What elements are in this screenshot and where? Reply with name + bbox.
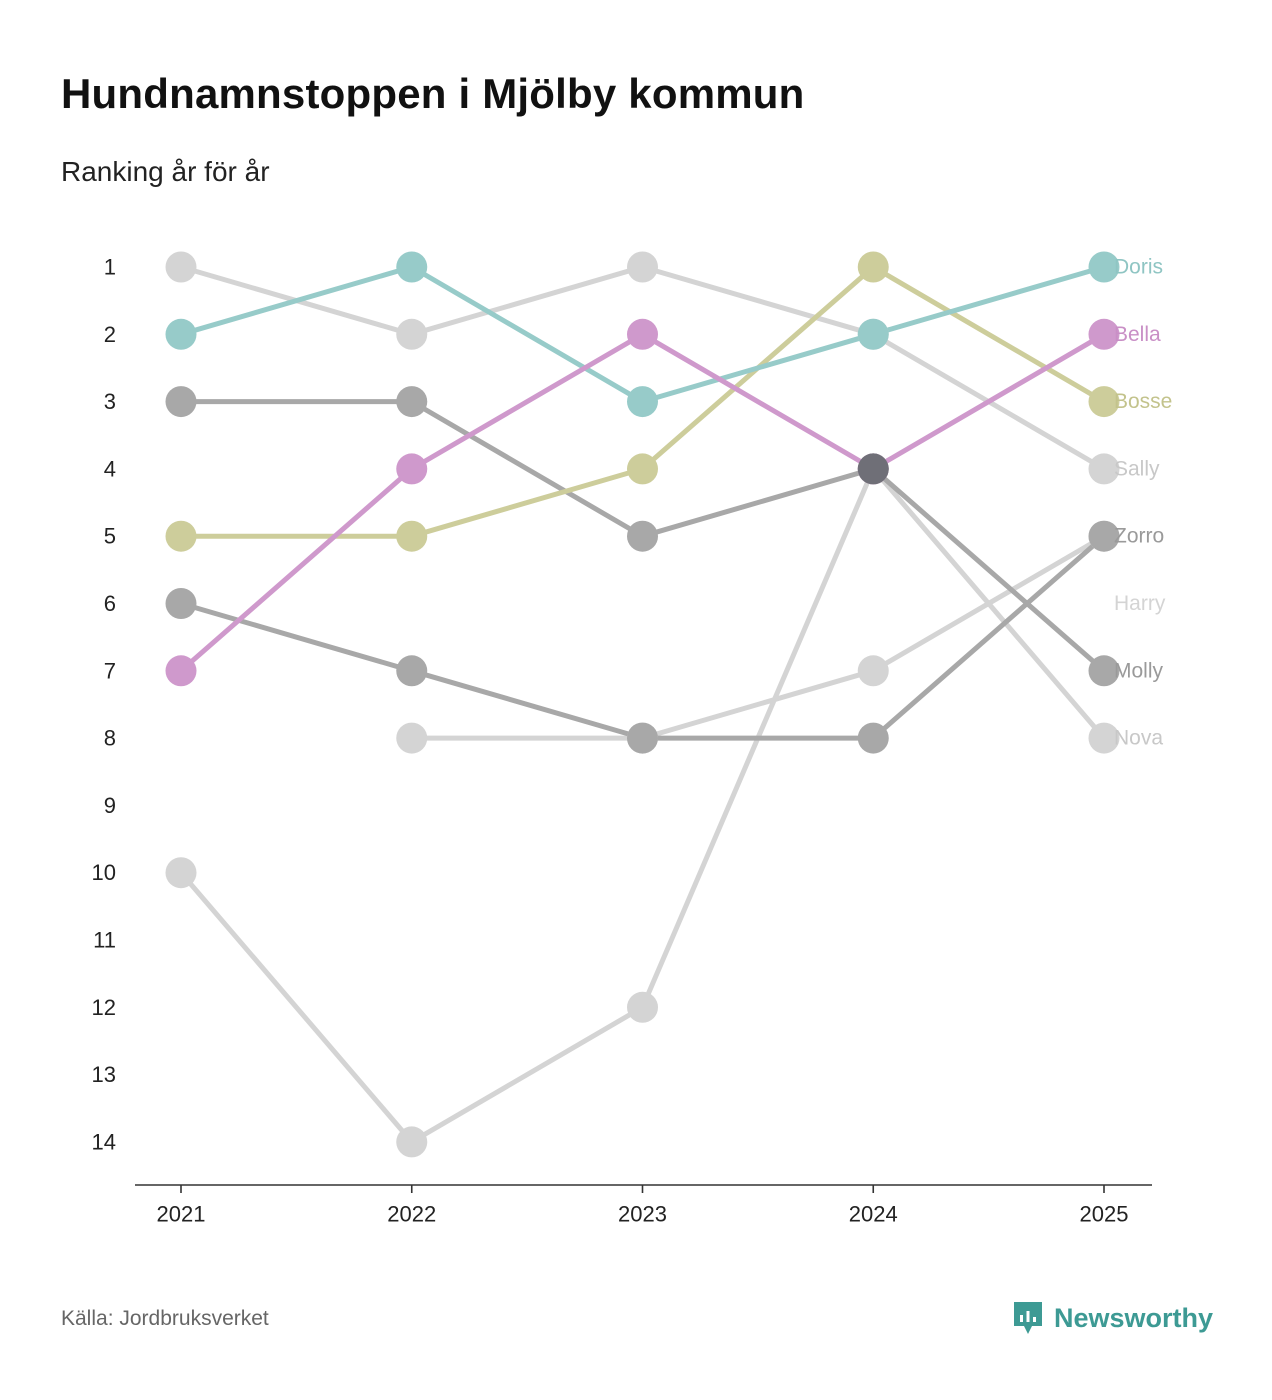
y-tick-label: 14 <box>92 1129 116 1154</box>
series-point-doris[interactable] <box>857 318 889 350</box>
series-point-doris[interactable] <box>165 318 197 350</box>
series-point-doris[interactable] <box>627 386 658 418</box>
brand[interactable]: Newsworthy <box>1012 1300 1213 1336</box>
series-line-harry[interactable] <box>409 533 1107 741</box>
series-point-molly[interactable] <box>165 386 197 418</box>
series-point-bella[interactable] <box>1088 318 1120 350</box>
end-label-bella: Bella <box>1114 323 1161 346</box>
end-label-molly: Molly <box>1114 659 1164 682</box>
source-note: Källa: Jordbruksverket <box>61 1307 269 1330</box>
series-point-nova[interactable] <box>1088 722 1120 754</box>
series-point-sally[interactable] <box>1088 453 1120 485</box>
x-tick-label: 2024 <box>849 1202 898 1227</box>
y-tick-label: 9 <box>104 793 116 818</box>
series-point-sally[interactable] <box>165 251 197 283</box>
y-tick-label: 13 <box>92 1062 116 1087</box>
x-tick-label: 2025 <box>1080 1202 1129 1227</box>
y-tick-label: 7 <box>104 658 116 683</box>
series-end-labels: Harry Nova Sally Molly Zorro Bosse Doris Bella <box>1114 256 1172 750</box>
series-points <box>165 251 1120 1158</box>
series-point-nova[interactable] <box>627 991 658 1023</box>
series-point-harry[interactable] <box>396 722 428 754</box>
series-point-sally[interactable] <box>627 251 658 283</box>
highlight-point[interactable] <box>857 453 889 485</box>
end-label-sally: Sally <box>1114 457 1160 480</box>
series-point-bosse[interactable] <box>165 520 197 552</box>
series-point-nova[interactable] <box>165 857 197 889</box>
y-tick-label: 12 <box>92 995 116 1020</box>
series-point-molly[interactable] <box>627 520 658 552</box>
series-point-zorro[interactable] <box>857 722 889 754</box>
y-tick-label: 8 <box>104 726 116 751</box>
series-point-bella[interactable] <box>627 318 658 350</box>
series-point-bosse[interactable] <box>627 453 658 485</box>
series-point-doris[interactable] <box>396 251 428 283</box>
newsworthy-logo-icon <box>1014 1302 1042 1334</box>
series-point-zorro[interactable] <box>627 722 658 754</box>
series-line-sally[interactable] <box>178 264 1107 472</box>
chart-title: Hundnamnstoppen i Mjölby kommun <box>61 70 805 117</box>
series-point-bosse[interactable] <box>396 520 428 552</box>
x-tick-label: 2021 <box>157 1202 206 1227</box>
y-tick-label: 3 <box>104 389 116 414</box>
end-label-nova: Nova <box>1114 727 1163 750</box>
y-tick-label: 4 <box>104 456 116 481</box>
series-point-nova[interactable] <box>396 1126 428 1158</box>
series-line-bella[interactable] <box>178 331 1107 674</box>
brand-name: Newsworthy <box>1054 1302 1214 1333</box>
series-line-zorro[interactable] <box>178 533 1107 741</box>
series-point-zorro[interactable] <box>165 588 197 619</box>
series-point-bella[interactable] <box>165 655 197 687</box>
series-point-bosse[interactable] <box>1088 386 1120 418</box>
series-point-molly[interactable] <box>396 386 428 418</box>
series-point-zorro[interactable] <box>396 655 428 687</box>
series-point-zorro[interactable] <box>1088 520 1120 552</box>
series-point-molly[interactable] <box>1088 655 1120 687</box>
y-tick-label: 6 <box>104 591 116 616</box>
end-label-doris: Doris <box>1114 256 1163 279</box>
x-axis-ticks: 2021 2022 2023 2024 2025 <box>157 1185 1129 1227</box>
series-line-nova[interactable] <box>178 466 1107 1145</box>
x-tick-label: 2023 <box>618 1202 667 1227</box>
end-label-harry: Harry <box>1114 592 1166 615</box>
y-tick-label: 1 <box>104 255 116 280</box>
x-tick-label: 2022 <box>387 1202 436 1227</box>
y-tick-label: 5 <box>104 524 116 549</box>
chart-subtitle: Ranking år för år <box>61 156 270 187</box>
series-point-bella[interactable] <box>396 453 428 485</box>
series-point-doris[interactable] <box>1088 251 1120 283</box>
end-label-zorro: Zorro <box>1114 525 1164 548</box>
end-label-bosse: Bosse <box>1114 390 1172 413</box>
series-point-harry[interactable] <box>857 655 889 687</box>
y-tick-label: 2 <box>104 322 116 347</box>
y-tick-label: 10 <box>92 860 116 885</box>
series-point-bosse[interactable] <box>857 251 889 283</box>
series-point-sally[interactable] <box>396 318 428 350</box>
y-tick-label: 11 <box>93 928 116 953</box>
